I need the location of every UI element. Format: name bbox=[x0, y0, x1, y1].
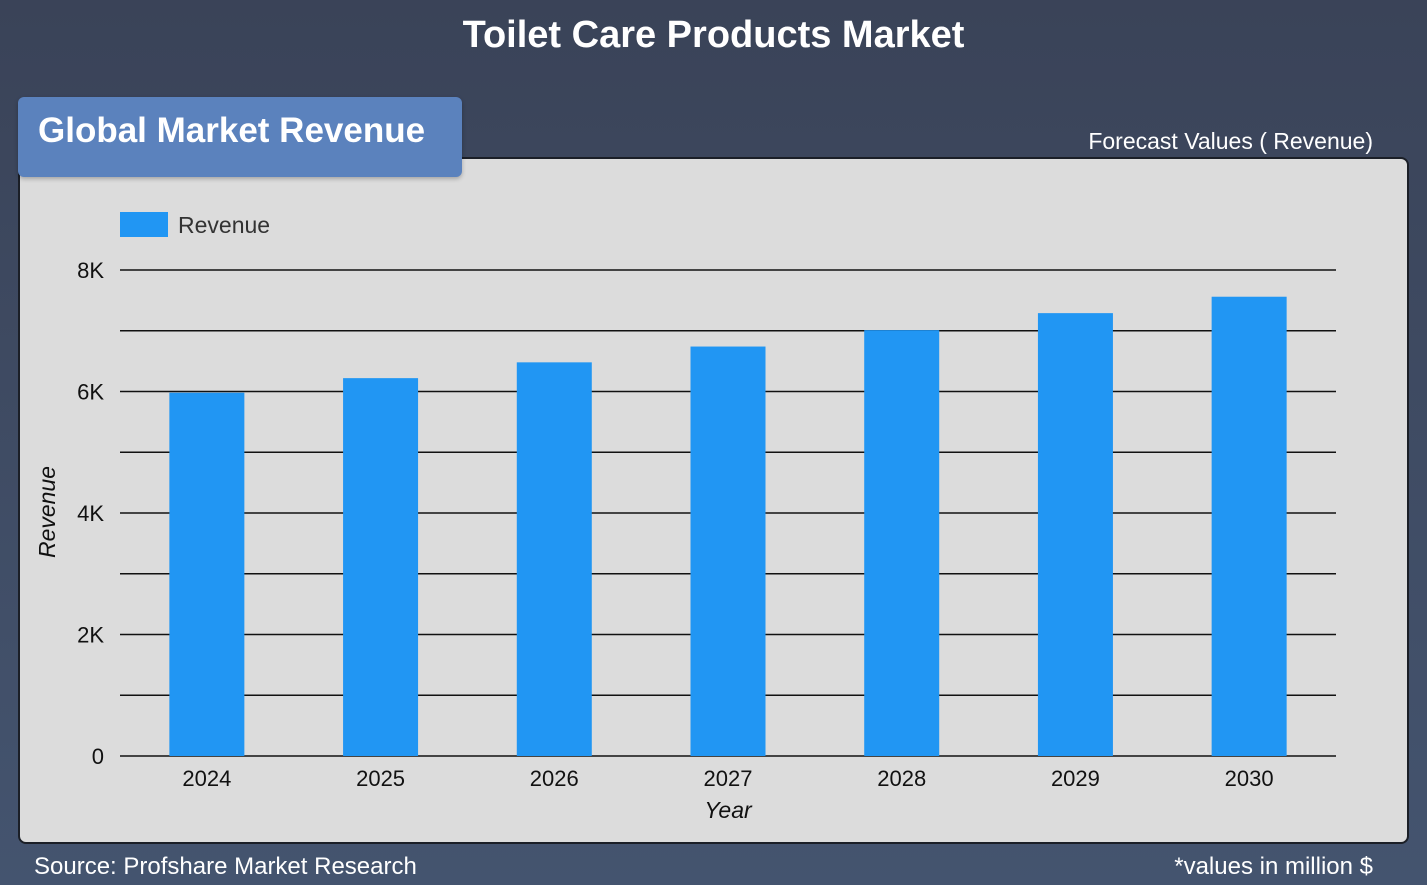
x-tick-label: 2030 bbox=[1225, 766, 1274, 791]
x-tick-label: 2026 bbox=[530, 766, 579, 791]
y-axis-ticks: 0 2K 4K 6K 8K bbox=[77, 258, 104, 769]
x-axis-ticks: 2024 2025 2026 2027 2028 2029 2030 bbox=[182, 766, 1273, 791]
x-tick-label: 2027 bbox=[704, 766, 753, 791]
bar-2030 bbox=[1211, 296, 1287, 756]
page-title: Toilet Care Products Market bbox=[462, 14, 965, 56]
legend-swatch-revenue bbox=[120, 212, 168, 237]
bar-2027 bbox=[690, 346, 766, 756]
bar-2029 bbox=[1037, 313, 1113, 756]
x-axis-title: Year bbox=[704, 797, 753, 823]
footer-source: Source: Profshare Market Research bbox=[34, 853, 417, 880]
x-tick-label: 2029 bbox=[1051, 766, 1100, 791]
x-tick-label: 2024 bbox=[182, 766, 231, 791]
legend-label-revenue: Revenue bbox=[178, 212, 270, 238]
forecast-values-label: Forecast Values ( Revenue) bbox=[1088, 128, 1373, 154]
y-tick-label: 4K bbox=[77, 501, 104, 526]
bar-2026 bbox=[516, 362, 592, 756]
y-tick-label: 2K bbox=[77, 623, 104, 648]
y-tick-label: 0 bbox=[92, 744, 104, 769]
y-tick-label: 6K bbox=[77, 380, 104, 405]
x-tick-label: 2025 bbox=[356, 766, 405, 791]
global-market-revenue-badge: Global Market Revenue bbox=[18, 97, 462, 177]
y-tick-label: 8K bbox=[77, 258, 104, 283]
x-tick-label: 2028 bbox=[877, 766, 926, 791]
bar-2025 bbox=[343, 378, 419, 756]
bars bbox=[169, 296, 1287, 756]
bar-2024 bbox=[169, 392, 245, 756]
footer-note: *values in million $ bbox=[1174, 853, 1373, 880]
bar-2028 bbox=[864, 330, 940, 756]
legend: Revenue bbox=[120, 212, 270, 238]
y-axis-title: Revenue bbox=[34, 466, 60, 558]
